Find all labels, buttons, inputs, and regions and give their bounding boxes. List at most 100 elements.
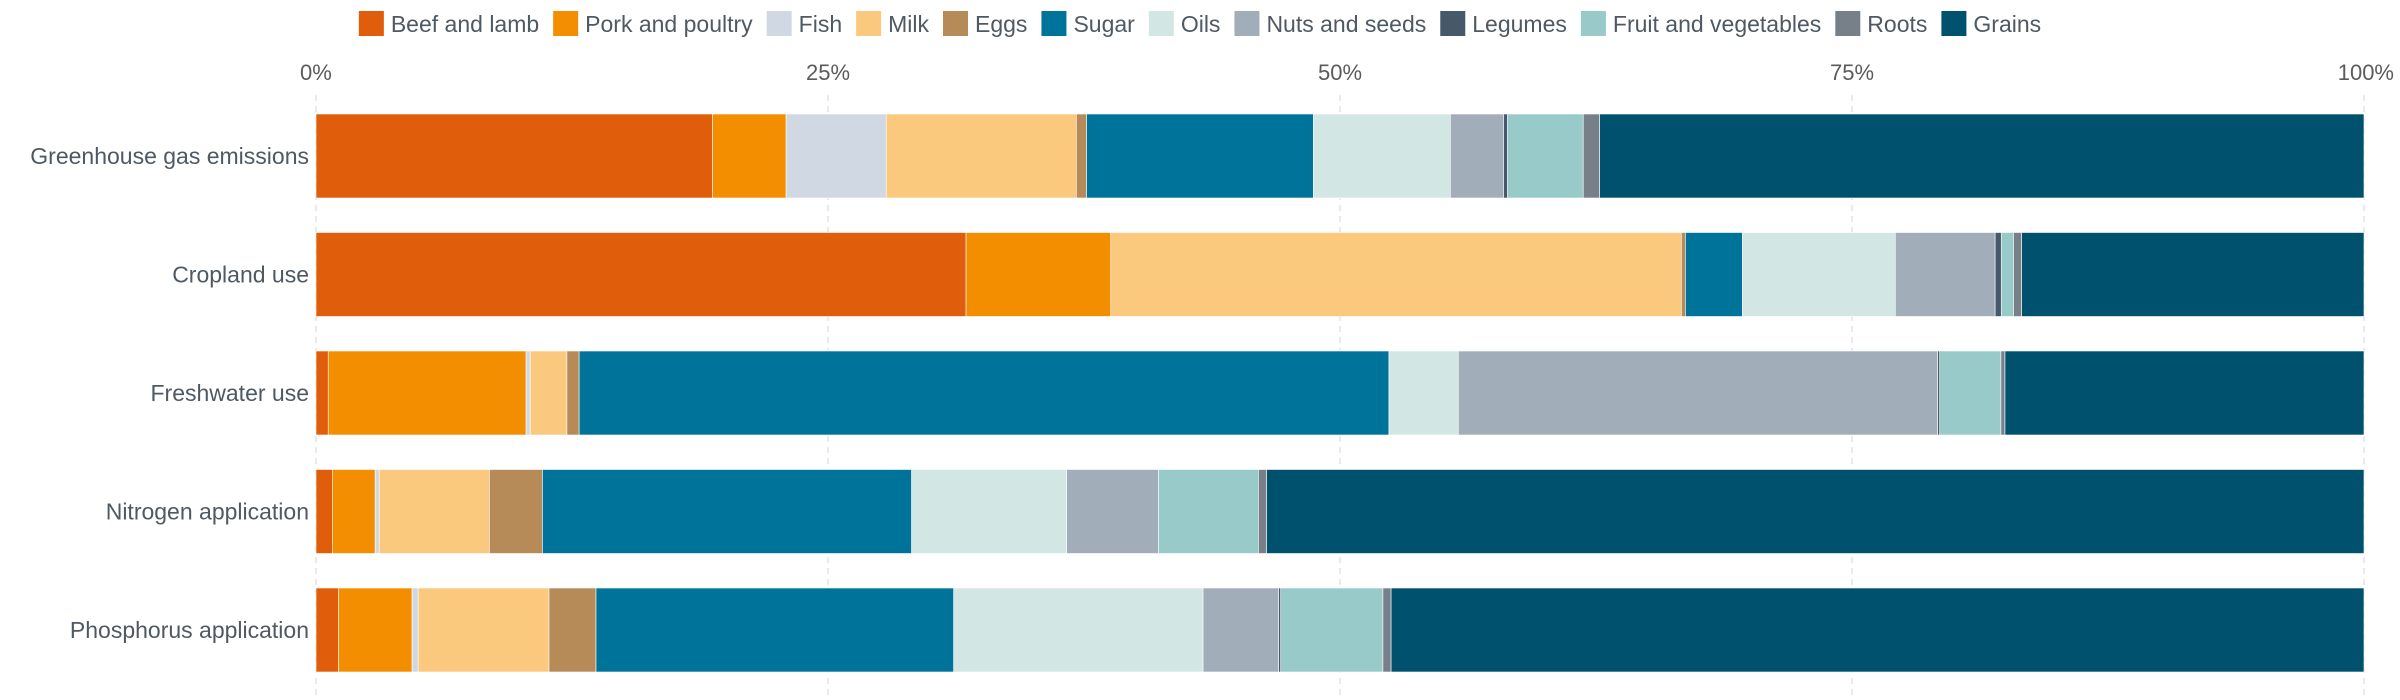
legend-item-eggs[interactable]: Eggs: [943, 11, 1027, 37]
legend-swatch: [856, 11, 882, 36]
legend-label: Sugar: [1073, 11, 1135, 37]
legend-label: Legumes: [1472, 11, 1567, 37]
legend-item-grains[interactable]: Grains: [1941, 11, 2041, 37]
bar-segment-grains[interactable]: [1599, 113, 2365, 199]
bar-segment-fruit-and-vegetables[interactable]: [1507, 113, 1584, 199]
legend-item-fruit-and-vegetables[interactable]: Fruit and vegetables: [1580, 11, 1821, 37]
x-axis-ticks: 0% 25% 50% 75% 100%: [300, 60, 2394, 85]
y-axis-labels: Greenhouse gas emissions Cropland use Fres…: [30, 143, 309, 643]
bar-row-freshwater-use: [315, 350, 2365, 436]
bar-segment-fruit-and-vegetables[interactable]: [2000, 232, 2014, 317]
legend-item-roots[interactable]: Roots: [1835, 11, 1927, 37]
bar-segment-nuts-and-seeds[interactable]: [1066, 469, 1159, 554]
bar-segment-nuts-and-seeds[interactable]: [1202, 587, 1279, 673]
bar-segment-grains[interactable]: [1390, 587, 2365, 673]
bar-segment-pork-and-poultry[interactable]: [965, 232, 1112, 317]
bar-segment-fruit-and-vegetables[interactable]: [1158, 469, 1259, 554]
legend-item-sugar[interactable]: Sugar: [1041, 11, 1135, 37]
bar-segment-milk[interactable]: [378, 469, 490, 554]
bar-segment-pork-and-poultry[interactable]: [712, 113, 787, 199]
bar-segment-oils[interactable]: [911, 469, 1067, 554]
category-label: Cropland use: [172, 262, 309, 288]
x-tick-label: 50%: [1318, 60, 1362, 85]
bar-segment-beef-and-lamb[interactable]: [315, 587, 339, 673]
bar-segment-fish[interactable]: [374, 469, 380, 554]
bar-segment-roots[interactable]: [2013, 232, 2022, 317]
bar-segment-roots[interactable]: [1582, 113, 1600, 199]
bar-segment-eggs[interactable]: [1681, 232, 1686, 317]
bar-segment-legumes[interactable]: [1937, 350, 1941, 436]
bar-segment-sugar[interactable]: [542, 469, 912, 554]
legend-label: Milk: [888, 11, 929, 37]
bar-segment-milk[interactable]: [1110, 232, 1682, 317]
bar-segment-milk[interactable]: [417, 587, 550, 673]
bar-segment-roots[interactable]: [1258, 469, 1267, 554]
legend-swatch: [1148, 11, 1174, 36]
bar-segment-sugar[interactable]: [578, 350, 1390, 436]
legend-item-beef-and-lamb[interactable]: Beef and lamb: [358, 11, 539, 37]
bar-segment-eggs[interactable]: [1076, 113, 1087, 199]
bar-segment-fruit-and-vegetables[interactable]: [1280, 587, 1384, 673]
legend-label: Oils: [1181, 11, 1221, 37]
legend-item-milk[interactable]: Milk: [856, 11, 929, 37]
bar-segment-sugar[interactable]: [1086, 113, 1314, 199]
bar-segment-legumes[interactable]: [1994, 232, 2002, 317]
legend-item-pork-and-poultry[interactable]: Pork and poultry: [553, 11, 753, 37]
bar-segment-oils[interactable]: [1388, 350, 1459, 436]
legend-label: Fish: [799, 11, 842, 37]
bar-segment-oils[interactable]: [1313, 113, 1451, 199]
bar-segment-fish[interactable]: [525, 350, 531, 436]
legend-swatch: [1440, 11, 1466, 36]
bar-segment-roots[interactable]: [2000, 350, 2006, 436]
x-tick-label: 100%: [2338, 60, 2394, 85]
bar-segment-sugar[interactable]: [1685, 232, 1743, 317]
bar-segment-nuts-and-seeds[interactable]: [1895, 232, 1996, 317]
bar-segment-beef-and-lamb[interactable]: [315, 469, 333, 554]
legend-item-fish[interactable]: Fish: [766, 11, 842, 37]
bar-segment-nuts-and-seeds[interactable]: [1458, 350, 1938, 436]
category-label: Nitrogen application: [106, 499, 309, 525]
bar-segment-fruit-and-vegetables[interactable]: [1939, 350, 2002, 436]
bar-segment-roots[interactable]: [1382, 587, 1392, 673]
bar-segment-pork-and-poultry[interactable]: [327, 350, 527, 436]
bar-segment-fish[interactable]: [411, 587, 419, 673]
bar-row-cropland-use: [315, 232, 2365, 317]
bar-segment-pork-and-poultry[interactable]: [338, 587, 413, 673]
legend-item-nuts-and-seeds[interactable]: Nuts and seeds: [1234, 11, 1426, 37]
bar-row-nitrogen-application: [315, 469, 2365, 554]
legend-label: Grains: [1973, 11, 2041, 37]
legend-label: Roots: [1867, 11, 1927, 37]
bar-segment-pork-and-poultry[interactable]: [332, 469, 376, 554]
bar-segment-grains[interactable]: [2021, 232, 2365, 317]
bar-segment-milk[interactable]: [885, 113, 1077, 199]
bar-segment-fish[interactable]: [785, 113, 887, 199]
bar-segment-beef-and-lamb[interactable]: [315, 113, 713, 199]
legend-item-legumes[interactable]: Legumes: [1440, 11, 1567, 37]
bar-segment-oils[interactable]: [953, 587, 1204, 673]
bar-segment-oils[interactable]: [1742, 232, 1896, 317]
legend-label: Nuts and seeds: [1266, 11, 1426, 37]
legend-item-oils[interactable]: Oils: [1148, 11, 1221, 37]
bar-row-greenhouse-gas-emissions: [315, 113, 2365, 199]
bar-segment-eggs[interactable]: [566, 350, 580, 436]
bar-segment-legumes[interactable]: [1278, 587, 1282, 673]
legend-swatch: [1041, 11, 1067, 36]
bar-segment-eggs[interactable]: [489, 469, 543, 554]
bar-segment-milk[interactable]: [529, 350, 568, 436]
legend-swatch: [358, 11, 384, 36]
bar-segment-grains[interactable]: [1266, 469, 2365, 554]
legend-label: Fruit and vegetables: [1613, 11, 1821, 37]
bar-segment-sugar[interactable]: [595, 587, 955, 673]
legend: Beef and lamb Pork and poultry Fish Milk Egg…: [358, 11, 2041, 37]
bar-segment-eggs[interactable]: [548, 587, 597, 673]
bar-segment-grains[interactable]: [2004, 350, 2365, 436]
bar-segment-beef-and-lamb[interactable]: [315, 350, 329, 436]
legend-label: Eggs: [975, 11, 1027, 37]
legend-swatch: [1234, 11, 1260, 36]
legend-label: Beef and lamb: [391, 11, 539, 37]
bar-segment-legumes[interactable]: [1503, 113, 1508, 199]
bar-segment-beef-and-lamb[interactable]: [315, 232, 967, 317]
bar-segment-nuts-and-seeds[interactable]: [1450, 113, 1504, 199]
